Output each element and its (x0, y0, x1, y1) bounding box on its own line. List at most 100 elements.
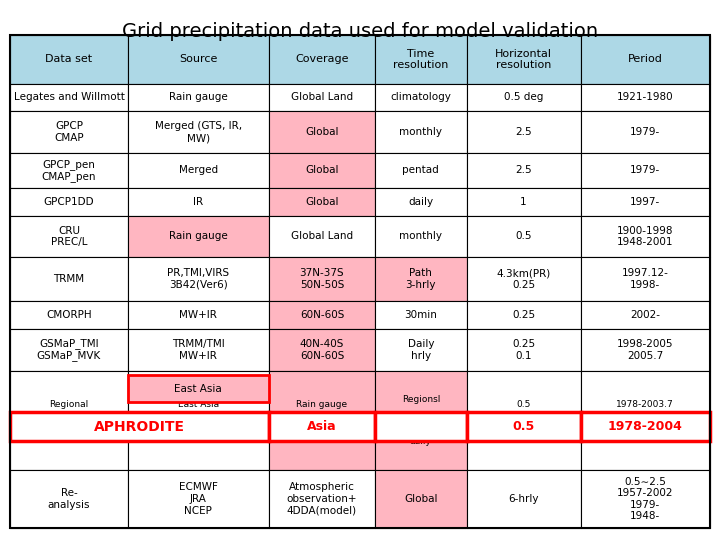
Text: East Asia: East Asia (174, 383, 222, 394)
Bar (269, 215, 375, 257)
Text: Source: Source (179, 55, 217, 64)
Text: 1998-2005
2005.7: 1998-2005 2005.7 (617, 339, 674, 361)
Bar (269, 470, 375, 528)
Text: 1921-1980: 1921-1980 (617, 92, 674, 103)
Text: 2.5: 2.5 (516, 165, 532, 176)
Text: Global: Global (305, 165, 338, 176)
Bar (10, 370, 128, 470)
Bar (467, 329, 580, 370)
Text: East Asia
(Japan)

India: East Asia (Japan) India (178, 400, 219, 441)
Bar (467, 111, 580, 153)
Text: Merged: Merged (179, 165, 218, 176)
Text: 1979-: 1979- (630, 127, 660, 137)
Text: PR,TMI,VIRS
3B42(Ver6): PR,TMI,VIRS 3B42(Ver6) (167, 268, 230, 290)
Bar (269, 301, 375, 329)
Bar (375, 111, 467, 153)
Text: 1978-2004: 1978-2004 (608, 420, 683, 433)
Text: 40N-40S
60N-60S: 40N-40S 60N-60S (300, 339, 344, 361)
Bar (10, 257, 128, 301)
Text: 0.5∼2.5
1957-2002
1979-
1948-: 0.5∼2.5 1957-2002 1979- 1948- (617, 477, 674, 522)
Text: 1900-1998
1948-2001: 1900-1998 1948-2001 (617, 226, 674, 247)
Text: Global: Global (305, 197, 338, 207)
Bar (467, 413, 580, 441)
Text: daily: daily (408, 197, 433, 207)
Bar (375, 153, 467, 188)
Text: GPCP_pen
CMAP_pen: GPCP_pen CMAP_pen (42, 159, 96, 182)
Text: 2.5: 2.5 (516, 127, 532, 137)
Bar (580, 111, 710, 153)
Text: Daily
hrly: Daily hrly (408, 339, 434, 361)
Text: 0.5: 0.5 (513, 420, 535, 433)
Bar (10, 111, 128, 153)
Bar (10, 413, 269, 441)
Text: TRMM: TRMM (53, 274, 84, 284)
Bar (128, 370, 269, 470)
Text: Global Land: Global Land (291, 92, 353, 103)
Text: CRU
PREC/L: CRU PREC/L (50, 226, 87, 247)
Bar (467, 215, 580, 257)
Text: 0.5 deg: 0.5 deg (504, 92, 544, 103)
Bar (580, 470, 710, 528)
Bar (375, 215, 467, 257)
Text: CMORPH: CMORPH (46, 310, 91, 320)
Bar (10, 301, 128, 329)
Text: 4.3km(PR)
0.25: 4.3km(PR) 0.25 (497, 268, 551, 290)
Text: MW+IR: MW+IR (179, 310, 217, 320)
Text: Legates and Willmott: Legates and Willmott (14, 92, 125, 103)
Bar (580, 188, 710, 215)
Bar (128, 188, 269, 215)
Text: Merged (GTS, IR,
MW): Merged (GTS, IR, MW) (155, 122, 242, 143)
Text: Data set: Data set (45, 55, 93, 64)
Text: 37N-37S
50N-50S: 37N-37S 50N-50S (300, 268, 344, 290)
Bar (467, 301, 580, 329)
Text: 0.5: 0.5 (516, 231, 532, 241)
Text: Time
resolution: Time resolution (393, 49, 449, 70)
Bar (467, 257, 580, 301)
Bar (375, 329, 467, 370)
Bar (128, 329, 269, 370)
Text: 1979-: 1979- (630, 165, 660, 176)
Text: 6-hrly: 6-hrly (508, 494, 539, 504)
Bar (10, 188, 128, 215)
Text: Re-
analysis: Re- analysis (48, 488, 90, 510)
Text: 1997-: 1997- (630, 197, 660, 207)
Bar (580, 84, 710, 111)
Text: Coverage: Coverage (295, 55, 348, 64)
Text: Global: Global (305, 127, 338, 137)
Bar (375, 35, 467, 84)
Bar (128, 375, 269, 402)
Bar (128, 111, 269, 153)
Text: Grid precipitation data used for model validation: Grid precipitation data used for model v… (122, 22, 598, 41)
Bar (375, 301, 467, 329)
Text: 1978-2003.7
1961-2003CHN

1951-2004: 1978-2003.7 1961-2003CHN 1951-2004 (611, 400, 680, 441)
Bar (467, 35, 580, 84)
Text: APHRODITE: APHRODITE (94, 420, 185, 434)
Bar (375, 257, 467, 301)
Bar (580, 301, 710, 329)
Bar (269, 111, 375, 153)
Bar (580, 257, 710, 301)
Bar (375, 84, 467, 111)
Bar (10, 153, 128, 188)
Text: 1997.12-
1998-: 1997.12- 1998- (622, 268, 669, 290)
Text: Rain gauge


Rain gauge: Rain gauge Rain gauge (297, 400, 348, 441)
Bar (269, 329, 375, 370)
Bar (580, 413, 710, 441)
Text: Atmospheric
observation+
4DDA(model): Atmospheric observation+ 4DDA(model) (287, 482, 357, 516)
Bar (580, 215, 710, 257)
Bar (10, 84, 128, 111)
Text: Regional
Precipita-
tion
analysis: Regional Precipita- tion analysis (48, 400, 90, 441)
Text: Path
3-hrly: Path 3-hrly (405, 268, 436, 290)
Bar (10, 470, 128, 528)
Bar (128, 470, 269, 528)
Bar (128, 153, 269, 188)
Bar (10, 215, 128, 257)
Text: 0.25
0.1: 0.25 0.1 (512, 339, 535, 361)
Bar (128, 35, 269, 84)
Text: GPCP1DD: GPCP1DD (44, 197, 94, 207)
Bar (580, 329, 710, 370)
Bar (128, 257, 269, 301)
Bar (269, 188, 375, 215)
Text: Global Land: Global Land (291, 231, 353, 241)
Text: monthly: monthly (400, 127, 442, 137)
